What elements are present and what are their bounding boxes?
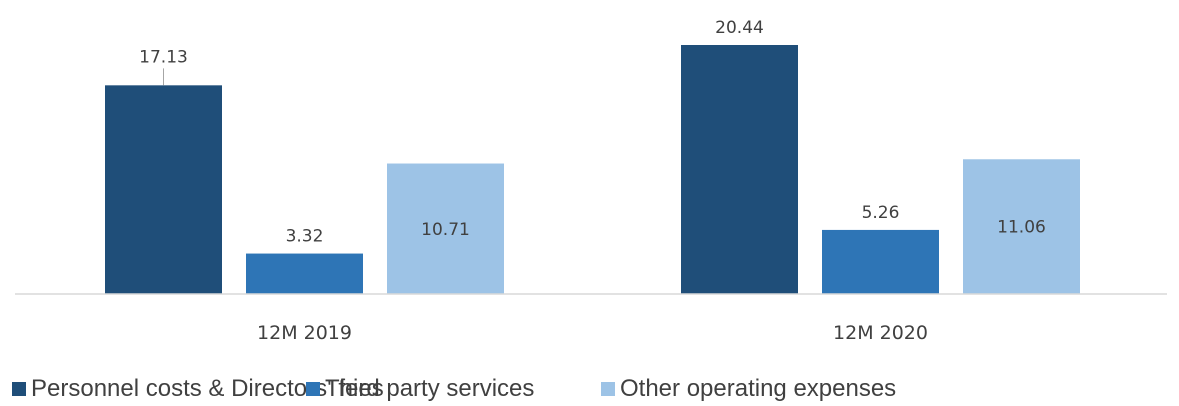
bar-third-party-services-12m-2019 [246, 253, 363, 294]
legend-label-other-operating-expenses: Other operating expenses [620, 375, 896, 402]
data-label-other-operating-expenses-12m-2019: 10.71 [421, 220, 470, 240]
legend-swatch-third-party-services [306, 382, 320, 396]
data-label-third-party-services-12m-2019: 3.32 [286, 227, 324, 247]
data-label-personnel-costs-directors-fees-12m-2019: 17.13 [139, 47, 188, 67]
data-label-personnel-costs-directors-fees-12m-2020: 20.44 [715, 18, 764, 38]
bar-other-operating-expenses-12m-2020 [963, 159, 1080, 294]
legend-swatch-personnel-costs-directors-fees [12, 382, 26, 396]
category-label-12m-2019: 12M 2019 [257, 322, 352, 344]
legend-label-personnel-costs-directors-fees: Personnel costs & Directors' fees [31, 375, 384, 402]
data-label-third-party-services-12m-2020: 5.26 [862, 203, 900, 223]
bars-group [105, 45, 1080, 294]
bar-personnel-costs-directors-fees-12m-2019 [105, 85, 222, 294]
bar-third-party-services-12m-2020 [822, 229, 939, 294]
legend-swatch-other-operating-expenses [601, 382, 615, 396]
legend-label-third-party-services: Third party services [325, 375, 534, 402]
bar-personnel-costs-directors-fees-12m-2020 [681, 45, 798, 294]
data-labels-group: 17.13 3.32 10.71 20.44 5.26 11.06 [139, 18, 1046, 247]
bar-other-operating-expenses-12m-2019 [387, 163, 504, 294]
data-label-other-operating-expenses-12m-2020: 11.06 [997, 218, 1046, 238]
category-labels-group: 12M 2019 12M 2020 [257, 322, 928, 344]
category-label-12m-2020: 12M 2020 [833, 322, 928, 344]
